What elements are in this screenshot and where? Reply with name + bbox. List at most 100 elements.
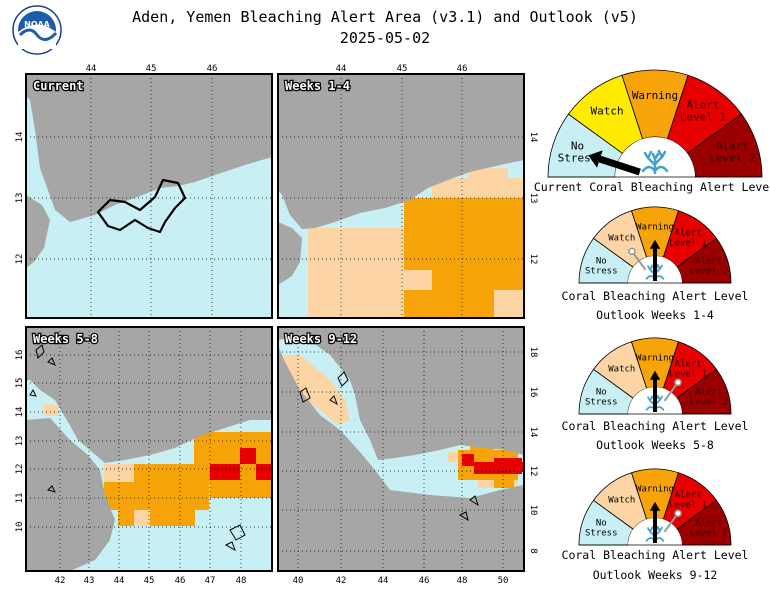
cell-warning — [118, 510, 134, 526]
land-africa — [278, 222, 302, 285]
gauge-label: Alert — [695, 519, 722, 529]
gauge-caption: Outlook Weeks 5-8 — [596, 438, 714, 452]
x-tick-label: 43 — [84, 576, 95, 586]
gauge-label: No — [596, 388, 607, 398]
gauge-caption: Coral Bleaching Alert Level — [562, 289, 749, 303]
x-tick-label: 47 — [205, 576, 216, 586]
y-tick-label: 13 — [15, 436, 25, 447]
y-tick-label: 14 — [15, 407, 25, 418]
y-tick-label: 13 — [528, 193, 538, 204]
gauge-label: No — [596, 257, 607, 267]
y-tick-label: 14 — [15, 132, 25, 143]
gauge-label: Level 2 — [690, 398, 728, 408]
y-tick-label: 15 — [15, 378, 25, 389]
gauge-label: Warning — [636, 485, 674, 495]
gauge-label: Warning — [632, 89, 678, 102]
panel-current — [26, 74, 272, 318]
cell-watch — [44, 404, 58, 416]
gauge-label: Level 2 — [709, 151, 755, 164]
land-arabia — [278, 327, 524, 460]
y-tick-label: 12 — [15, 464, 25, 475]
x-tick-label: 44 — [86, 64, 97, 74]
gauge-label: Alert — [686, 99, 719, 112]
cell-watch — [104, 464, 134, 482]
x-tick-label: 44 — [114, 576, 125, 586]
gauge-label: Alert — [675, 490, 702, 500]
y-tick-label: 16 — [528, 387, 538, 398]
panel-label: Current — [33, 79, 84, 93]
x-tick-label: 46 — [457, 64, 468, 74]
gauge-label: Stress — [558, 151, 598, 164]
gauge-caption: Outlook Weeks 9-12 — [593, 568, 718, 582]
cell-warning — [210, 482, 272, 498]
cell-warning — [150, 510, 195, 526]
noaa-logo-icon: NOAA — [12, 5, 62, 55]
cell-alert1 — [474, 462, 498, 474]
coral-icon — [641, 149, 669, 175]
y-tick-label: 10 — [15, 522, 25, 533]
x-tick-label: 50 — [498, 576, 509, 586]
chart-title: Aden, Yemen Bleaching Alert Area (v3.1) … — [132, 8, 638, 26]
y-tick-label: 16 — [15, 350, 25, 361]
land-yemen — [26, 74, 272, 222]
land-yemen — [278, 74, 524, 229]
panel-frame — [277, 73, 525, 319]
gauge-label: Level 1 — [669, 369, 707, 379]
cell-watch — [468, 168, 508, 180]
svg-text:NOAA: NOAA — [24, 20, 50, 29]
x-tick-label: 48 — [236, 576, 247, 586]
x-tick-label: 46 — [175, 576, 186, 586]
gauge-label: Warning — [636, 223, 674, 233]
cell-warning — [134, 464, 194, 482]
pointer-arrow — [649, 501, 661, 543]
secondary-pointer-tip — [674, 378, 682, 387]
cell-alert1 — [514, 462, 524, 472]
gauge-caption: Current Coral Bleaching Alert Level — [534, 180, 770, 194]
x-tick-label: 40 — [293, 576, 304, 586]
gauge-label: Alert — [695, 257, 722, 267]
gauge-label: Alert — [695, 388, 722, 398]
y-tick-label: 13 — [15, 193, 25, 204]
gauge-label: Warning — [636, 354, 674, 364]
cell-warning — [494, 478, 514, 488]
gauge-label: Level 2 — [690, 529, 728, 539]
cell-alert1 — [240, 448, 256, 464]
x-tick-label: 46 — [207, 64, 218, 74]
gauge-label: Level 2 — [690, 267, 728, 277]
x-tick-label: 45 — [397, 64, 408, 74]
gauge-label: No — [596, 519, 607, 529]
y-tick-label: 11 — [15, 493, 25, 504]
secondary-pointer-tip — [674, 509, 682, 518]
x-tick-label: 45 — [144, 576, 155, 586]
coastline-islands — [29, 344, 246, 552]
panel-label: Weeks 5-8 — [33, 332, 98, 346]
gauge-label: Watch — [608, 364, 635, 374]
secondary-pointer — [663, 381, 679, 402]
secondary-pointer — [631, 250, 647, 271]
secondary-pointer-tip — [628, 247, 636, 256]
x-tick-label: 45 — [146, 64, 157, 74]
y-tick-label: 12 — [528, 466, 538, 477]
pointer-arrow — [588, 150, 641, 176]
cell-alert1 — [210, 464, 240, 480]
chart-date: 2025-05-02 — [339, 29, 431, 47]
gauge-label: Stress — [585, 398, 618, 408]
alert-area-outline — [96, 178, 187, 234]
coastline-islands — [299, 371, 479, 522]
x-tick-label: 42 — [55, 576, 66, 586]
gauge-label: Stress — [585, 529, 618, 539]
gauge-label: Watch — [591, 105, 624, 118]
gauge-label: Alert — [716, 139, 749, 152]
x-tick-label: 44 — [336, 64, 347, 74]
cell-watch — [432, 178, 524, 200]
cell-watch — [308, 228, 404, 318]
gauge-label: Level 1 — [669, 500, 707, 510]
y-tick-label: 12 — [528, 254, 538, 265]
gauge-label: No — [571, 139, 584, 152]
panel-frame — [25, 73, 273, 319]
gauge-caption: Coral Bleaching Alert Level — [562, 548, 749, 562]
